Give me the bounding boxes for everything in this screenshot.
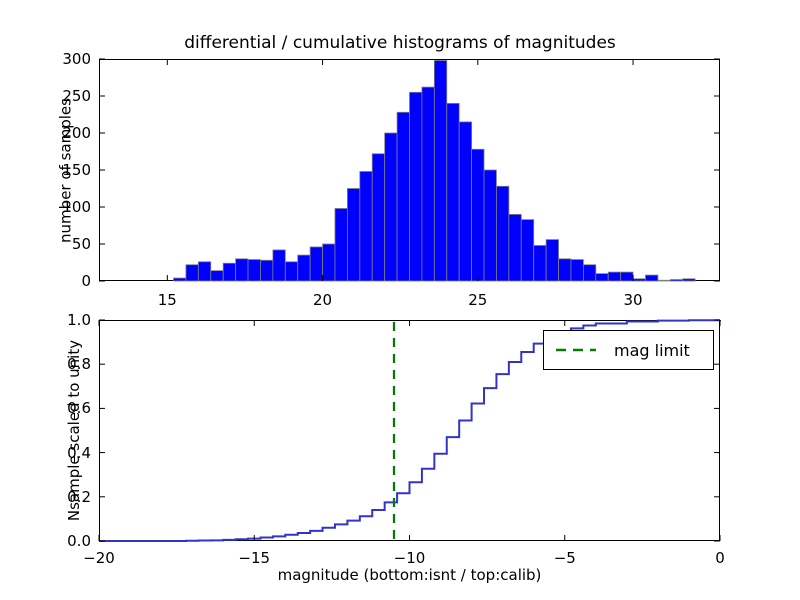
top-ytick-label: 200 [62,124,91,142]
top-xtick-label: 30 [623,291,643,309]
legend[interactable]: mag limit [543,330,714,370]
bottom-x-axis-label: magnitude (bottom:isnt / top:calib) [277,566,542,584]
bottom-ytick-label: 0.8 [67,355,91,374]
bottom-xtick-label: −15 [238,549,271,567]
top-ytick-label: 100 [62,198,91,216]
top-ytick-label: 0 [81,272,91,290]
bottom-ytick-label: 0.4 [67,443,91,462]
histogram-bar [645,274,659,282]
bottom-ytick-label: 1.0 [67,311,91,329]
bottom-xtick-label: −5 [553,549,576,567]
histogram-bar [582,264,597,282]
bottom-y-axis-label: Nsample scaled to unity [65,339,83,522]
top-ytick-label: 150 [62,161,91,179]
bottom-xtick-label: −20 [83,549,115,567]
bottom-ytick-label: 0.6 [67,399,91,418]
top-ytick-label: 250 [62,87,91,105]
top-ytick-label: 50 [71,235,91,253]
page-title: differential / cumulative histograms of … [184,33,616,53]
top-ytick-label: 300 [62,50,91,68]
bottom-ytick-label: 0.2 [67,487,91,506]
top-xtick-label: 25 [468,291,488,309]
top-xtick-label: 20 [313,291,333,309]
histogram-bar [682,278,696,282]
bottom-xtick-label: −10 [393,549,426,567]
mag-limit-line-icon [556,348,596,352]
bottom-xtick-label: 0 [715,549,725,567]
top-xtick-label: 15 [157,291,177,309]
legend-entry-label: mag limit [614,340,690,360]
bottom-ytick-label: 0.0 [67,532,91,550]
